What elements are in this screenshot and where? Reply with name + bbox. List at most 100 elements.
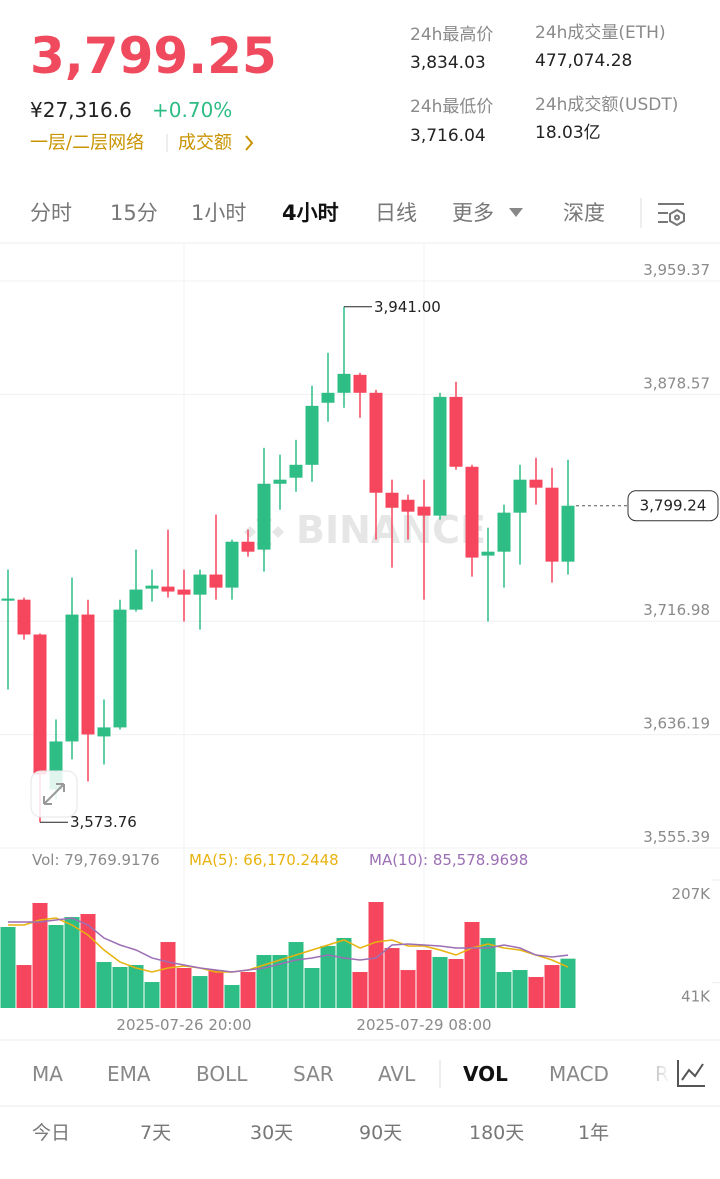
candle-body xyxy=(177,589,191,595)
volume-bar xyxy=(480,938,496,1008)
volume-bar xyxy=(208,970,224,1008)
chart-type-icon[interactable] xyxy=(677,1060,705,1087)
volume-bar xyxy=(400,970,416,1008)
current-price-label: 3,799.24 xyxy=(640,497,707,515)
candle-body xyxy=(561,505,575,562)
expand-button[interactable] xyxy=(30,770,78,818)
volume-bar xyxy=(304,967,320,1008)
volume-bar xyxy=(368,902,384,1008)
volume-bar xyxy=(320,945,336,1008)
candle-body xyxy=(81,614,95,735)
timeframe-tab[interactable]: 1小时 xyxy=(191,201,246,225)
y-tick-label: 3,959.37 xyxy=(643,261,710,279)
dropdown-icon xyxy=(509,208,523,217)
period-label: 30天 xyxy=(250,1122,293,1144)
indicator-tab[interactable]: BOLL xyxy=(196,1062,248,1086)
stat-value: 3,834.03 xyxy=(410,53,486,73)
volume-bar xyxy=(464,921,480,1008)
indicator-tab[interactable]: MACD xyxy=(549,1062,609,1086)
min-label: 3,573.76 xyxy=(70,813,137,831)
timeframe-tab[interactable]: 15分 xyxy=(110,201,158,225)
volume-bar xyxy=(32,903,48,1008)
indicator-bar: MAEMABOLLSARAVLVOLMACDR xyxy=(32,1062,669,1086)
volume-bar xyxy=(496,972,512,1008)
volume-bar xyxy=(352,972,368,1008)
volume-bar xyxy=(64,917,80,1008)
candle-body xyxy=(497,512,511,552)
x-tick-label: 2025-07-29 08:00 xyxy=(356,1016,491,1034)
indicator-tab[interactable]: SAR xyxy=(293,1062,334,1086)
stat-value: 18.03亿 xyxy=(535,123,601,143)
stat-label: 24h成交量(ETH) xyxy=(535,23,666,43)
candle-body xyxy=(273,479,287,484)
change-percent: +0.70% xyxy=(152,98,232,122)
volume-bar xyxy=(80,914,96,1008)
stat-value: 477,074.28 xyxy=(535,51,632,71)
candle-body xyxy=(529,479,543,488)
y-tick-label: 41K xyxy=(681,988,711,1006)
timeframe-tab[interactable]: 4小时 xyxy=(282,201,339,225)
stat-label: 24h最低价 xyxy=(410,97,493,117)
stat-label: 24h最高价 xyxy=(410,25,493,45)
turnover-link[interactable]: 成交额 xyxy=(178,133,232,154)
candle-body xyxy=(161,586,175,592)
volume-bar xyxy=(240,972,256,1008)
cny-price: ¥27,316.6 xyxy=(30,98,132,122)
timeframe-tab[interactable]: 深度 xyxy=(563,201,605,225)
max-label: 3,941.00 xyxy=(374,298,441,316)
volume-bar xyxy=(192,976,208,1008)
candle-body xyxy=(401,499,415,512)
indicator-tab[interactable]: AVL xyxy=(378,1062,416,1086)
volume-bar xyxy=(176,967,192,1008)
candle-body xyxy=(145,585,159,589)
volume-bar xyxy=(544,965,560,1008)
legend-entry: MA(5): 66,170.2448 xyxy=(189,851,339,869)
volume-bar xyxy=(224,984,240,1008)
candle-body xyxy=(369,392,383,493)
candle-body xyxy=(113,609,127,728)
last-price: 3,799.25 xyxy=(30,27,277,85)
indicator-tab[interactable]: VOL xyxy=(463,1062,508,1086)
timeframe-tab[interactable]: 日线 xyxy=(375,201,417,225)
candle-body xyxy=(513,479,527,513)
candle-body xyxy=(481,551,495,556)
volume-bar xyxy=(272,955,288,1008)
indicator-tab[interactable]: MA xyxy=(32,1062,63,1086)
fade xyxy=(640,1055,670,1095)
current-price-box[interactable] xyxy=(627,490,719,522)
y-tick-label: 3,636.19 xyxy=(643,715,710,733)
y-tick-label: 3,878.57 xyxy=(643,374,710,392)
volume-bar xyxy=(416,949,432,1008)
volume-bar xyxy=(336,938,352,1008)
period-label: 180天 xyxy=(469,1122,524,1144)
y-tick-label: 3,716.98 xyxy=(643,601,710,619)
volume-bar xyxy=(96,961,112,1008)
candle-body xyxy=(65,614,79,742)
settings-icon[interactable] xyxy=(658,203,685,227)
volume-bar xyxy=(512,970,528,1008)
legend-entry: MA(10): 85,578.9698 xyxy=(369,851,528,869)
y-tick-label: 207K xyxy=(672,885,712,903)
volume-bar xyxy=(0,926,16,1008)
volume-bar xyxy=(288,942,304,1008)
timeframe-tab[interactable]: 分时 xyxy=(30,201,72,225)
volume-bar xyxy=(128,965,144,1008)
stat-value: 3,716.04 xyxy=(410,126,486,146)
volume-bar xyxy=(560,958,576,1008)
candle-body xyxy=(225,541,239,588)
network-link[interactable]: 一层/二层网络 xyxy=(30,133,144,154)
indicator-tab[interactable]: EMA xyxy=(107,1062,151,1086)
candle-body xyxy=(385,492,399,508)
candle-body xyxy=(209,574,223,588)
period-label: 1年 xyxy=(578,1122,609,1144)
timeframe-tab[interactable]: 更多 xyxy=(452,201,494,225)
ma-line xyxy=(8,917,569,973)
candle-body xyxy=(33,634,47,775)
stat-label: 24h成交额(USDT) xyxy=(535,95,678,115)
volume-bar xyxy=(160,942,176,1008)
watermark: BINANCE xyxy=(296,508,486,552)
candle-body xyxy=(337,373,351,393)
legend-entry: Vol: 79,769.9176 xyxy=(32,851,160,869)
candle-body xyxy=(433,396,447,516)
period-label: 90天 xyxy=(359,1122,402,1144)
